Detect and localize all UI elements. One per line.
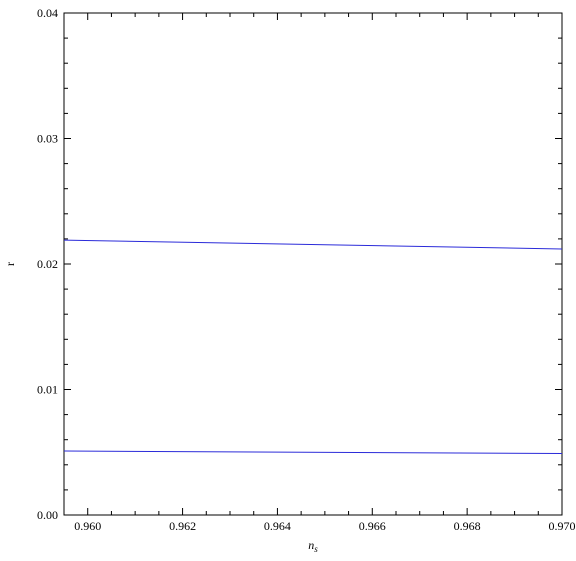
y-tick-label: 0.04 (37, 6, 58, 20)
y-tick-label: 0.00 (37, 508, 58, 522)
y-tick-label: 0.01 (37, 383, 58, 397)
y-tick-label: 0.02 (37, 257, 58, 271)
x-tick-label: 0.966 (359, 519, 386, 533)
x-axis-label-subscript: s (314, 544, 318, 554)
x-tick-label: 0.962 (169, 519, 196, 533)
y-axis-label: r (3, 262, 17, 266)
x-axis-label: ns (308, 538, 318, 554)
plot-frame (63, 12, 563, 516)
x-tick-label: 0.964 (264, 519, 291, 533)
series-layer (63, 239, 563, 454)
x-tick-label: 0.968 (454, 519, 481, 533)
x-tick-label: 0.970 (549, 519, 576, 533)
series-line-1 (63, 239, 563, 250)
y-tick-label: 0.03 (37, 132, 58, 146)
x-axis-ticks: 0.960 0.962 0.964 0.966 0.968 0.970 (63, 13, 576, 533)
x-axis-label-main: n (308, 538, 314, 552)
x-tick-label: 0.960 (74, 519, 101, 533)
y-axis-ticks: 0.00 0.01 0.02 0.03 0.04 (37, 6, 562, 522)
series-line-2 (63, 450, 563, 454)
